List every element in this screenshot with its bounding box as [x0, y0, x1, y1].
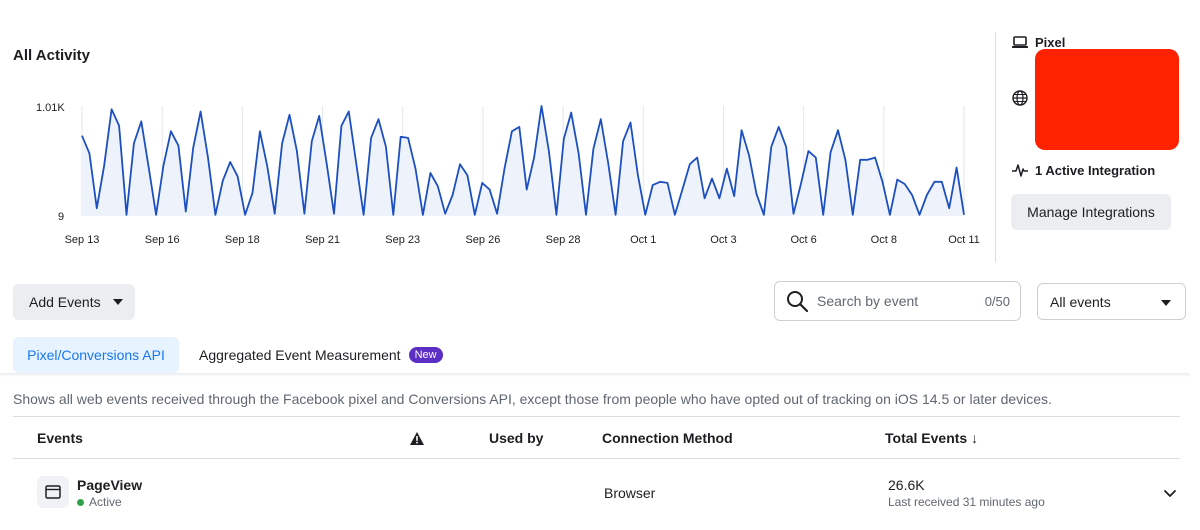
search-char-count: 0/50 — [984, 293, 1010, 309]
event-status-label: Active — [89, 495, 122, 509]
add-events-label: Add Events — [29, 294, 101, 310]
new-badge: New — [408, 347, 443, 363]
search-icon — [787, 291, 809, 313]
browser-window-icon — [37, 476, 69, 508]
total-events-value: 26.6K — [888, 477, 925, 493]
pixel-row: Pixel — [1011, 33, 1065, 51]
redacted-block — [1035, 49, 1179, 150]
tab-pixel-conversions-api[interactable]: Pixel/Conversions API — [13, 337, 179, 373]
website-row — [1011, 89, 1035, 107]
globe-icon — [1012, 90, 1028, 106]
events-filter-select[interactable]: All events — [1037, 283, 1186, 320]
x-tick-label: Oct 8 — [871, 234, 897, 246]
vertical-divider — [995, 32, 996, 262]
activity-chart: 1.01K 9 Sep 13 Sep 16 Sep 18 Sep 21 Sep 23 Se… — [36, 102, 980, 246]
x-tick-label: Sep 21 — [305, 234, 340, 246]
y-tick-label-bottom: 9 — [58, 211, 64, 223]
warning-icon — [410, 432, 424, 445]
x-tick-label: Sep 18 — [225, 234, 260, 246]
x-tick-label: Sep 16 — [145, 234, 180, 246]
pixel-label: Pixel — [1035, 34, 1066, 50]
table-top-divider — [13, 416, 1180, 417]
activity-line — [81, 105, 965, 216]
column-header-used-by[interactable]: Used by — [489, 430, 544, 446]
activity-pulse-icon — [1012, 164, 1028, 177]
page-title: All Activity — [13, 47, 90, 64]
event-status: Active — [77, 495, 122, 509]
y-tick-label-top: 1.01K — [36, 102, 65, 114]
integration-label: 1 Active Integration — [1035, 162, 1156, 178]
tab-aem-label: Aggregated Event Measurement — [199, 347, 401, 363]
manage-integrations-button[interactable]: Manage Integrations — [1011, 194, 1171, 230]
x-tick-label: Oct 1 — [630, 234, 656, 246]
tab-aggregated-event-measurement[interactable]: Aggregated Event Measurement New — [199, 337, 443, 373]
add-events-button[interactable]: Add Events — [13, 284, 135, 320]
x-tick-label: Sep 28 — [546, 234, 581, 246]
last-received-text: Last received 31 minutes ago — [888, 495, 1045, 509]
x-tick-label: Oct 11 — [948, 234, 980, 246]
description-text: Shows all web events received through th… — [13, 391, 1052, 407]
active-status-dot — [77, 498, 84, 506]
events-filter-value: All events — [1050, 293, 1111, 310]
x-tick-label: Sep 23 — [385, 234, 420, 246]
x-tick-label: Oct 3 — [710, 234, 736, 246]
column-header-events[interactable]: Events — [37, 430, 83, 446]
x-tick-label: Sep 13 — [65, 234, 100, 246]
chevron-down-icon[interactable] — [1162, 485, 1178, 501]
laptop-icon — [1012, 36, 1028, 48]
x-tick-label: Oct 6 — [790, 234, 816, 246]
search-input[interactable] — [817, 293, 967, 309]
caret-down-icon — [112, 299, 123, 305]
x-tick-label: Sep 26 — [465, 234, 500, 246]
search-box[interactable]: 0/50 — [774, 281, 1021, 321]
connection-method-value: Browser — [604, 485, 656, 501]
event-name[interactable]: PageView — [77, 477, 143, 493]
tab-bar-shadow — [0, 373, 1190, 377]
caret-down-icon — [1161, 300, 1171, 306]
table-header-divider — [13, 458, 1180, 459]
integration-row: 1 Active Integration — [1011, 161, 1155, 179]
column-header-connection-method[interactable]: Connection Method — [602, 430, 733, 446]
column-header-total-events[interactable]: Total Events ↓ — [885, 430, 979, 446]
